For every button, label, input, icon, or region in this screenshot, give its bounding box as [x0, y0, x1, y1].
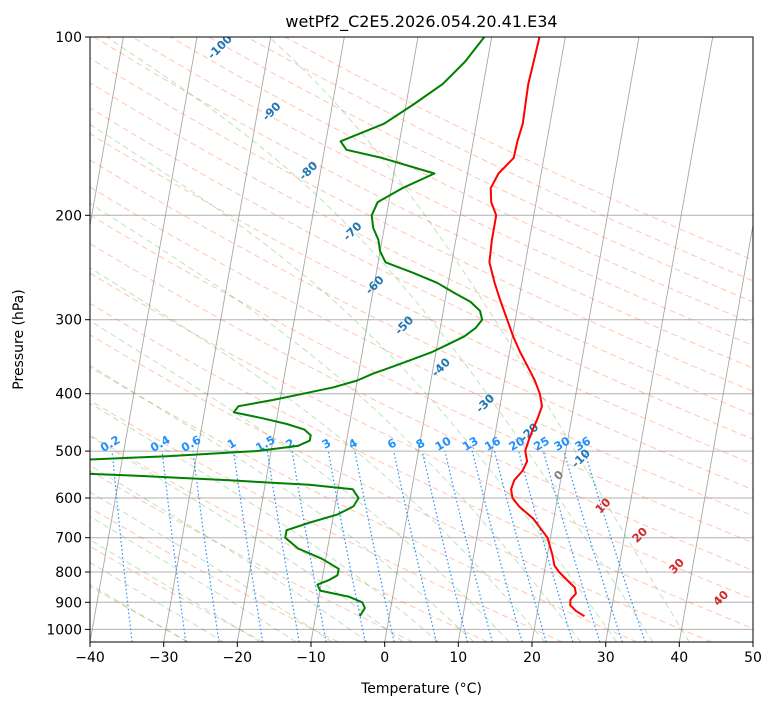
dry-adiabat-line — [90, 302, 753, 630]
isotherm-line — [236, 37, 345, 642]
dry-adiabat-line — [90, 214, 753, 544]
mixing-ratio-line — [421, 450, 469, 642]
chart-title: wetPf2_C2E5.2026.054.20.41.E34 — [285, 12, 557, 32]
plot-area — [90, 37, 753, 642]
mixing-ratio-line — [393, 450, 437, 642]
y-tick-label: 700 — [55, 531, 82, 547]
dewpoint-profile-line — [90, 37, 486, 617]
mixing-ratio-line — [542, 450, 601, 642]
moist-adiabat-line — [90, 435, 404, 642]
profile-lines — [90, 37, 585, 618]
temperature-profile-line — [488, 37, 585, 618]
moist-adiabat-line — [90, 402, 439, 642]
y-tick-label: 100 — [55, 30, 82, 46]
dry-adiabat-line — [90, 159, 753, 491]
dry-adiabat-line — [90, 243, 753, 572]
dry-adiabat-line — [90, 334, 712, 642]
isotherm-line — [90, 37, 124, 228]
mixing-ratio-label: 16 — [482, 434, 503, 454]
isotherm-line — [457, 37, 566, 642]
x-tick-label: 20 — [523, 650, 541, 666]
y-tick-label: 300 — [55, 313, 82, 329]
moist-adiabat-line — [90, 583, 188, 642]
mixing-ratio-label: 10 — [433, 434, 454, 454]
moist-adiabat-line — [90, 267, 546, 642]
moist-adiabat-line — [90, 364, 475, 642]
mixing-ratio-line — [111, 451, 133, 642]
dry-adiabat-line — [90, 434, 488, 642]
x-tick-label: −20 — [223, 650, 253, 666]
dry-adiabat-line — [90, 366, 638, 642]
mixing-ratio-label: 30 — [551, 434, 572, 454]
x-tick-label: −10 — [296, 650, 326, 666]
dry-adiabat-line — [90, 272, 753, 600]
mixing-ratio-line — [354, 450, 395, 642]
dry-adiabat-line — [90, 133, 753, 465]
dry-adiabat-line — [90, 399, 563, 642]
moist-adiabat-line — [106, 37, 654, 642]
x-tick-label: −30 — [149, 650, 179, 666]
axes: −40 −30 −20 −10 0 10 20 30 40 50 100 200 300 400 500 60… — [46, 30, 762, 666]
y-tick-label: 1000 — [46, 622, 82, 638]
dry-adiabat-line — [90, 57, 753, 392]
y-tick-label: 400 — [55, 387, 82, 403]
x-tick-label: 40 — [670, 650, 688, 666]
mixing-ratio-line — [493, 450, 547, 642]
mixing-ratio-line — [161, 451, 187, 642]
isotherm-line — [605, 37, 714, 642]
dry-adiabat-line — [90, 107, 753, 440]
mixing-ratio-label: 25 — [531, 434, 552, 454]
y-tick-label: 600 — [55, 491, 82, 507]
x-tick-label: 10 — [449, 650, 467, 666]
x-tick-label: 0 — [380, 650, 389, 666]
isotherm-line — [90, 37, 198, 642]
mixing-ratio-label: 36 — [572, 434, 593, 454]
isotherm-line — [163, 37, 272, 642]
dry-adiabat-line — [90, 470, 414, 642]
dry-adiabat-line — [208, 37, 753, 303]
dry-adiabat-line — [90, 507, 339, 642]
dry-adiabat-line — [170, 37, 753, 325]
moist-adiabat-line — [268, 37, 690, 642]
mixing-ratio-line — [444, 450, 493, 642]
mixing-ratio-line — [518, 450, 574, 642]
dry-adiabat-line — [90, 186, 753, 517]
y-axis-title: Pressure (hPa) — [11, 289, 27, 389]
mixing-ratio-line — [192, 451, 220, 642]
isotherm-line — [310, 37, 419, 642]
x-axis-title: Temperature (°C) — [360, 681, 482, 697]
mixing-ratio-line — [327, 450, 366, 642]
mixing-ratio-line — [471, 450, 523, 642]
y-tick-label: 200 — [55, 208, 82, 224]
isotherm-line — [531, 37, 640, 642]
isotherm-line — [384, 37, 493, 642]
moist-adiabat-line — [90, 539, 261, 642]
y-tick-label: 900 — [55, 595, 82, 611]
y-tick-label: 500 — [55, 444, 82, 460]
mixing-ratio-line — [563, 450, 623, 642]
dry-adiabat-line — [93, 37, 753, 369]
x-tick-label: 30 — [597, 650, 615, 666]
mixing-ratio-label: 13 — [460, 434, 481, 454]
moist-adiabat-line — [90, 561, 225, 642]
isotherm-line — [678, 222, 753, 642]
moist-adiabat-line — [90, 202, 582, 642]
mixing-ratio-line — [584, 450, 646, 642]
mixing-ratio-label: 20 — [506, 434, 527, 454]
x-tick-label: 50 — [744, 650, 762, 666]
x-tick-label: −40 — [75, 650, 105, 666]
plot-frame — [89, 36, 754, 643]
y-tick-label: 800 — [55, 565, 82, 581]
moist-adiabat-line — [90, 464, 368, 642]
background-lines — [90, 37, 753, 642]
mixing-ratio-line — [233, 451, 264, 642]
